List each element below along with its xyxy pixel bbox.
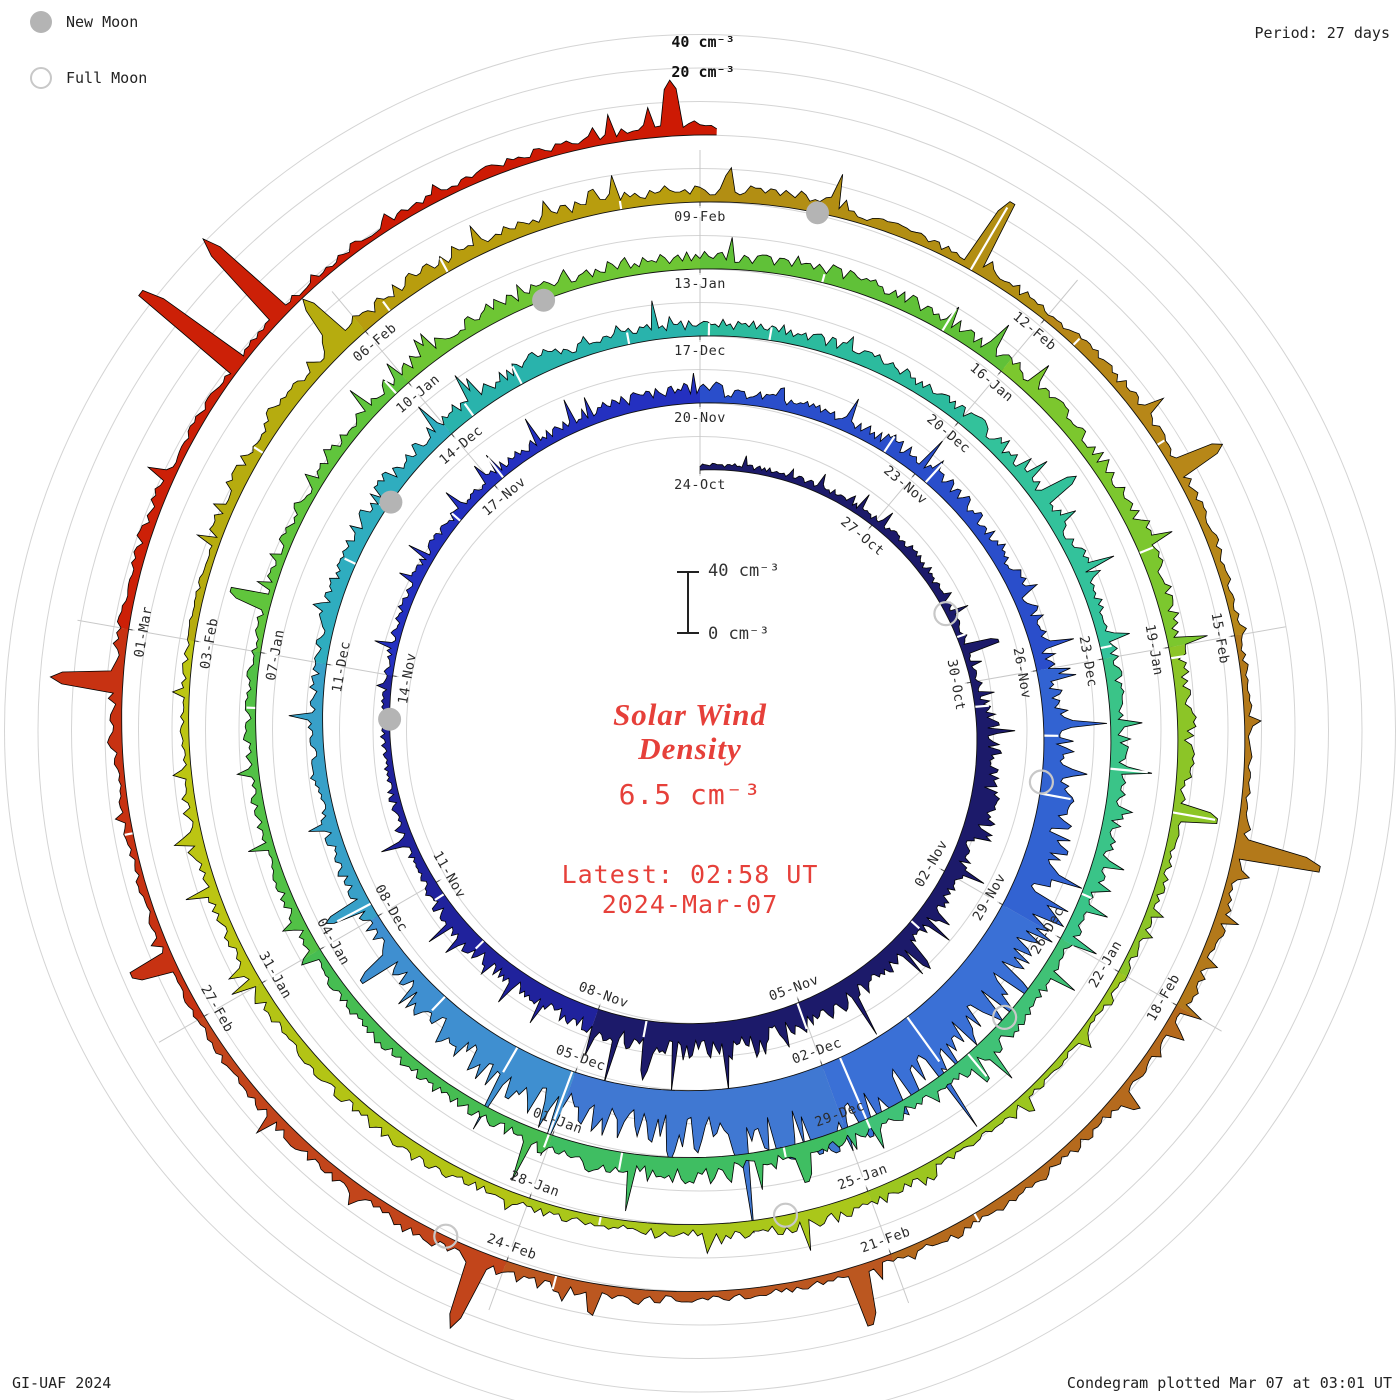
chart-title-line2: Density	[638, 731, 742, 766]
center-scalebar	[677, 571, 699, 634]
credit-left: GI-UAF 2024	[12, 1374, 112, 1392]
moon-markers	[378, 201, 1055, 1249]
legend-full-moon: Full Moon	[30, 67, 147, 89]
svg-text:12-Feb: 12-Feb	[1010, 309, 1060, 355]
latest-value: 6.5 cm⁻³	[618, 778, 762, 811]
new-moon-marker	[532, 288, 556, 312]
svg-text:17-Dec: 17-Dec	[674, 343, 726, 359]
legend-new-moon: New Moon	[30, 11, 138, 33]
full-moon-marker	[433, 1223, 459, 1249]
full-moon-marker	[1028, 769, 1055, 795]
new-moon-icon	[30, 11, 52, 33]
outer-scale-40: 40 cm⁻³	[671, 33, 735, 51]
chart-title-line1: Solar Wind	[613, 697, 767, 732]
svg-text:15-Feb: 15-Feb	[1208, 611, 1233, 665]
svg-text:27-Oct: 27-Oct	[837, 514, 887, 560]
svg-text:01-Mar: 01-Mar	[131, 605, 156, 659]
legend-new-moon-label: New Moon	[66, 13, 139, 31]
svg-text:09-Feb: 09-Feb	[674, 209, 726, 225]
spiral-baseline	[121, 134, 1246, 1293]
new-moon-marker	[806, 201, 829, 225]
svg-text:13-Jan: 13-Jan	[674, 276, 726, 292]
svg-text:14-Nov: 14-Nov	[395, 652, 420, 706]
svg-text:23-Dec: 23-Dec	[1076, 635, 1101, 689]
svg-text:24-Oct: 24-Oct	[674, 477, 726, 493]
full-moon-marker	[991, 1004, 1018, 1031]
new-moon-marker	[379, 490, 403, 514]
svg-text:11-Dec: 11-Dec	[329, 640, 354, 694]
svg-text:26-Nov: 26-Nov	[1010, 646, 1035, 700]
scalebar-top-label: 40 cm⁻³	[708, 561, 780, 581]
full-moon-marker	[933, 600, 959, 627]
svg-text:19-Jan: 19-Jan	[1142, 623, 1167, 677]
svg-text:30-Oct: 30-Oct	[944, 658, 969, 712]
svg-text:03-Feb: 03-Feb	[197, 617, 222, 671]
latest-time-line2: 2024-Mar-07	[601, 890, 779, 919]
credit-right: Condegram plotted Mar 07 at 03:01 UT	[1066, 1374, 1392, 1392]
latest-time-line1: Latest: 02:58 UT	[561, 860, 819, 889]
outer-scale-20: 20 cm⁻³	[671, 63, 735, 81]
svg-text:20-Nov: 20-Nov	[674, 410, 726, 426]
svg-text:07-Jan: 07-Jan	[263, 628, 288, 682]
new-moon-marker	[378, 707, 402, 731]
svg-text:27-Feb: 27-Feb	[197, 982, 237, 1035]
full-moon-marker	[772, 1202, 799, 1228]
density-ribbon	[49, 79, 1321, 1330]
full-moon-icon	[30, 67, 52, 89]
legend-full-moon-label: Full Moon	[66, 69, 148, 87]
period-label: Period: 27 days	[1254, 24, 1390, 42]
scalebar-bottom-label: 0 cm⁻³	[708, 624, 770, 644]
